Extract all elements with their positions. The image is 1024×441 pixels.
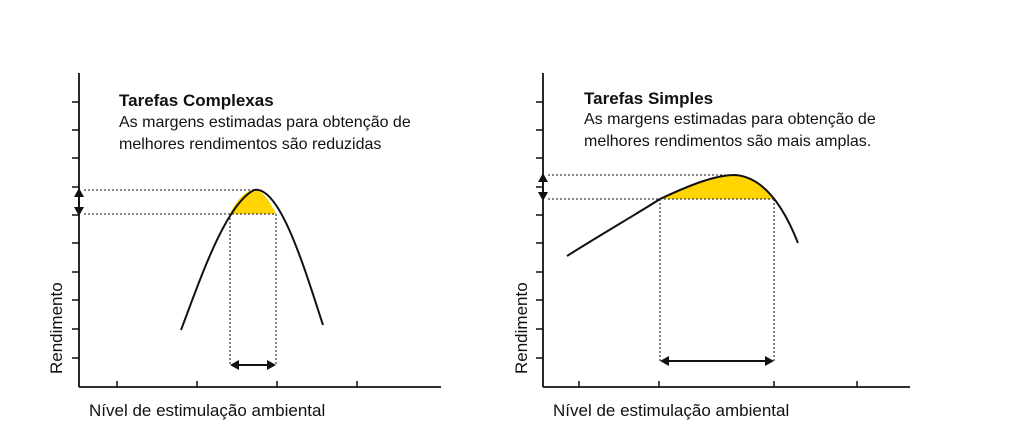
y-ticks-complex: [72, 101, 79, 359]
x-ticks-complex: [116, 381, 358, 387]
y-axis-label-complex: Rendimento: [47, 282, 66, 374]
x-axis-label-complex: Nível de estimulação ambiental: [89, 401, 325, 420]
performance-curve-complex: [180, 188, 324, 331]
stimulation-range-arrow-complex: [230, 360, 276, 370]
x-axis-label-simple: Nível de estimulação ambiental: [553, 401, 789, 420]
panel-title-complex: Tarefas Complexas: [119, 91, 274, 110]
y-ticks-simple: [536, 101, 543, 359]
y-axis-label-simple: Rendimento: [512, 282, 531, 374]
optimal-zone-simple: [660, 175, 774, 199]
panel-complex: Tarefas Complexas As margens estimadas p…: [47, 73, 441, 420]
panel-description-line-2-complex: melhores rendimentos são reduzidas: [119, 136, 381, 153]
panel-title-simple: Tarefas Simples: [584, 89, 713, 108]
stimulation-range-arrow-simple: [660, 356, 774, 366]
panel-description-line-2-simple: melhores rendimentos são mais amplas.: [584, 133, 871, 150]
guide-lines-simple: [548, 174, 775, 362]
optimal-zone-complex: [230, 190, 276, 214]
performance-range-arrow-complex: [74, 188, 84, 216]
performance-range-arrow-simple: [538, 173, 548, 201]
performance-curve-simple: [566, 173, 799, 257]
x-ticks-simple: [578, 381, 858, 387]
guide-lines-complex: [84, 189, 277, 366]
panel-simple: Tarefas Simples As margens estimadas par…: [512, 73, 910, 420]
panel-description-line-1-complex: As margens estimadas para obtenção de: [119, 114, 411, 131]
panel-description-line-1-simple: As margens estimadas para obtenção de: [584, 111, 876, 128]
